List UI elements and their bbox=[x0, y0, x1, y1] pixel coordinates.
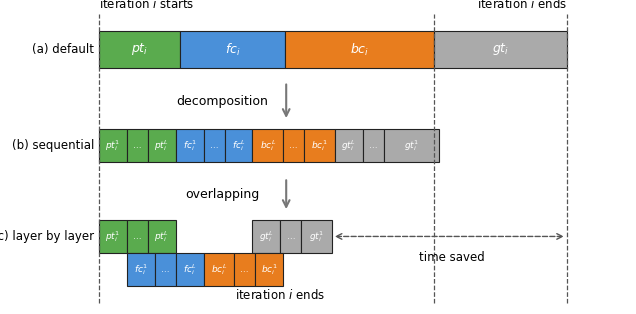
Bar bbox=[283, 129, 304, 162]
Text: $bc_i^L$: $bc_i^L$ bbox=[259, 138, 276, 153]
Bar bbox=[99, 220, 127, 253]
Bar bbox=[234, 253, 255, 286]
Text: decomposition: decomposition bbox=[177, 95, 268, 108]
Bar bbox=[255, 253, 283, 286]
Text: $gt_i^1$: $gt_i^1$ bbox=[404, 138, 419, 153]
Text: $fc_i^1$: $fc_i^1$ bbox=[183, 138, 197, 153]
Text: iteration $i$ starts: iteration $i$ starts bbox=[99, 0, 194, 11]
Bar bbox=[252, 220, 280, 253]
Text: (c) layer by layer: (c) layer by layer bbox=[0, 230, 94, 243]
Text: time saved: time saved bbox=[418, 251, 485, 264]
Bar bbox=[301, 220, 332, 253]
Text: ...: ... bbox=[210, 141, 218, 150]
Text: $pt_i^L$: $pt_i^L$ bbox=[154, 138, 169, 153]
Text: overlapping: overlapping bbox=[186, 187, 259, 201]
Text: $fc_i^1$: $fc_i^1$ bbox=[134, 262, 148, 277]
Bar bbox=[127, 253, 155, 286]
Text: $gt_i$: $gt_i$ bbox=[492, 41, 509, 57]
Text: $gt_i^L$: $gt_i^L$ bbox=[259, 229, 274, 244]
Text: $bc_i^1$: $bc_i^1$ bbox=[311, 138, 328, 153]
Text: $pt_i^1$: $pt_i^1$ bbox=[105, 229, 120, 244]
Text: $bc_i^L$: $bc_i^L$ bbox=[211, 262, 227, 277]
Text: $bc_i$: $bc_i$ bbox=[350, 41, 370, 57]
Text: $pt_i$: $pt_i$ bbox=[130, 41, 148, 57]
Text: iteration $i$ ends: iteration $i$ ends bbox=[235, 288, 325, 302]
Text: $fc_i^L$: $fc_i^L$ bbox=[183, 262, 197, 277]
Bar bbox=[127, 129, 148, 162]
Bar bbox=[99, 129, 127, 162]
Text: ...: ... bbox=[161, 265, 169, 274]
Text: ...: ... bbox=[369, 141, 377, 150]
Text: $bc_i^1$: $bc_i^1$ bbox=[261, 262, 277, 277]
Bar bbox=[384, 129, 439, 162]
Bar bbox=[204, 129, 225, 162]
Bar bbox=[176, 253, 204, 286]
Bar bbox=[99, 31, 180, 68]
Bar bbox=[335, 129, 363, 162]
Bar bbox=[155, 253, 176, 286]
Bar bbox=[304, 129, 335, 162]
Bar bbox=[180, 31, 285, 68]
Text: ...: ... bbox=[133, 232, 141, 241]
Text: (b) sequential: (b) sequential bbox=[11, 138, 94, 152]
Text: $gt_i^1$: $gt_i^1$ bbox=[309, 229, 324, 244]
Bar bbox=[204, 253, 234, 286]
Text: (a) default: (a) default bbox=[32, 43, 94, 56]
Bar bbox=[176, 129, 204, 162]
Bar bbox=[148, 220, 176, 253]
Text: ...: ... bbox=[287, 232, 295, 241]
Bar bbox=[285, 31, 434, 68]
Bar bbox=[280, 220, 301, 253]
Text: $gt_i^L$: $gt_i^L$ bbox=[341, 138, 356, 153]
Text: ...: ... bbox=[289, 141, 298, 150]
Text: $pt_i^1$: $pt_i^1$ bbox=[105, 138, 120, 153]
Text: $pt_i^L$: $pt_i^L$ bbox=[154, 229, 169, 244]
Bar bbox=[363, 129, 384, 162]
Text: iteration $i$ ends: iteration $i$ ends bbox=[476, 0, 567, 11]
Bar bbox=[225, 129, 252, 162]
Text: ...: ... bbox=[240, 265, 249, 274]
Text: $fc_i^L$: $fc_i^L$ bbox=[232, 138, 245, 153]
Text: $fc_i$: $fc_i$ bbox=[225, 41, 240, 57]
Bar bbox=[434, 31, 567, 68]
Bar bbox=[127, 220, 148, 253]
Bar bbox=[148, 129, 176, 162]
Text: ...: ... bbox=[133, 141, 141, 150]
Bar bbox=[252, 129, 283, 162]
